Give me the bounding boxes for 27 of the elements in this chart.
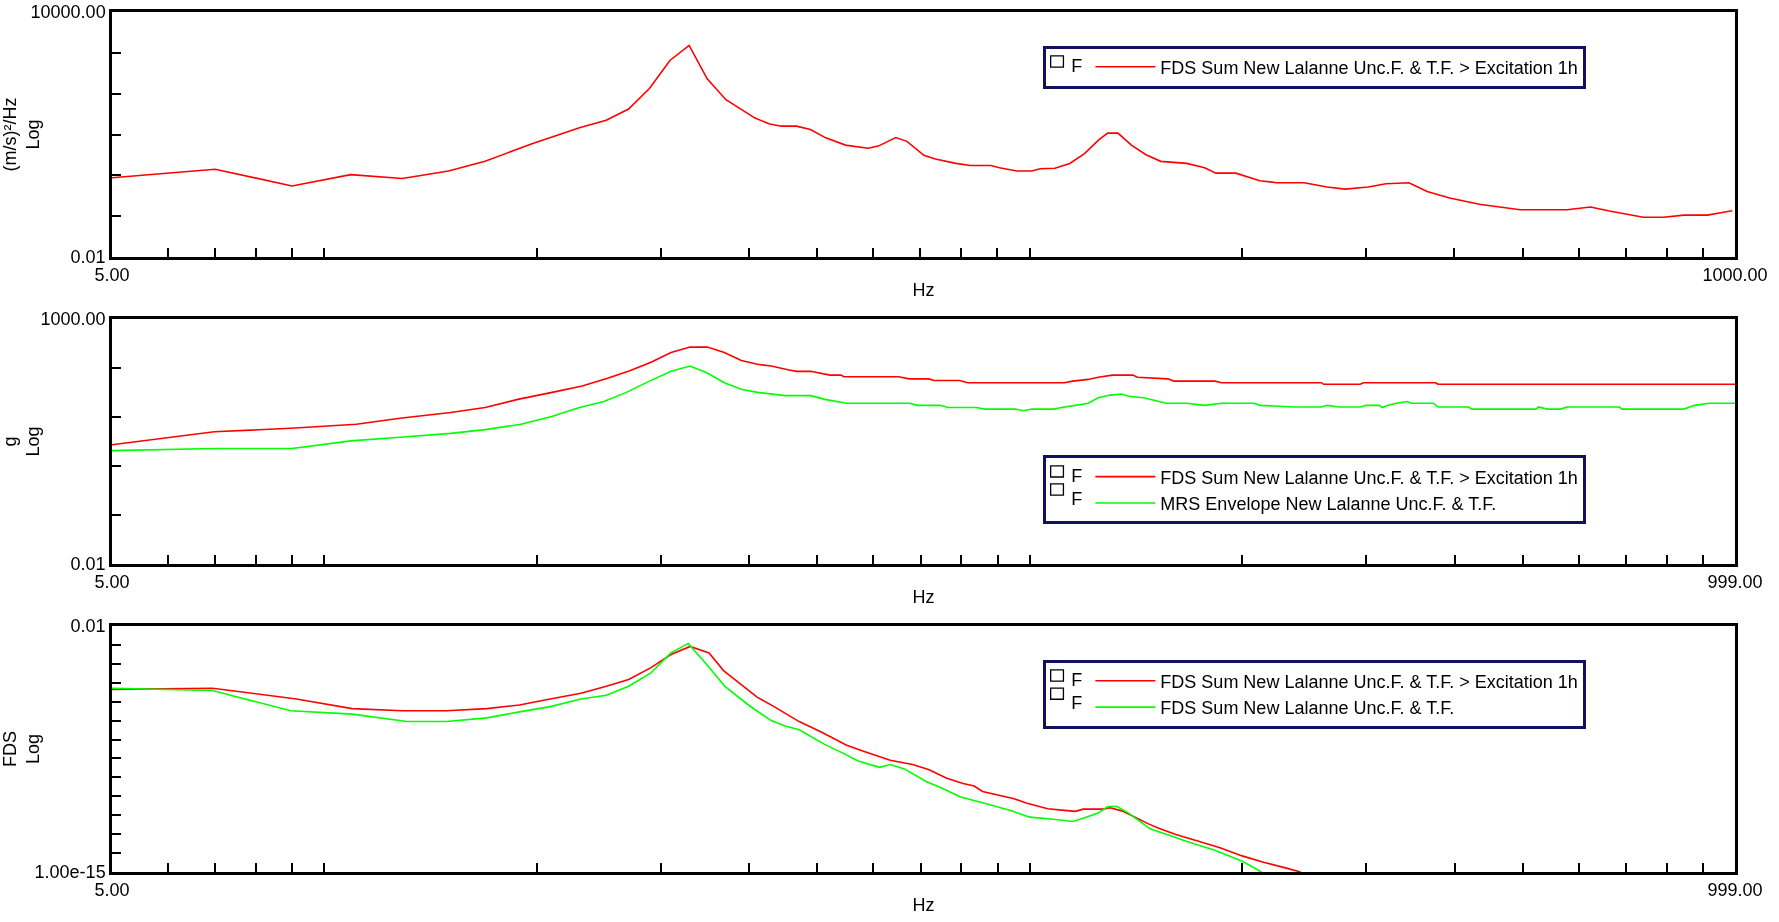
annotation: F bbox=[1048, 55, 1083, 76]
annotation: F bbox=[1048, 465, 1083, 486]
x-tick-label: 999.00 bbox=[1707, 572, 1763, 593]
y-tick-label: 0.01 bbox=[70, 554, 106, 575]
x-tick-label: 5.00 bbox=[94, 572, 130, 593]
annotation: F bbox=[1048, 489, 1083, 510]
x-tick-label: 999.00 bbox=[1707, 880, 1763, 901]
y-tick-label: 0.01 bbox=[70, 616, 106, 637]
legend-label: FDS Sum New Lalanne Unc.F. & T.F. bbox=[1160, 698, 1455, 719]
x-axis-title: Hz bbox=[912, 587, 935, 608]
x-tick-label: 5.00 bbox=[94, 265, 130, 286]
y-axis-title: FDS Log bbox=[0, 731, 44, 767]
annotation: F bbox=[1048, 669, 1083, 690]
legend-label: MRS Envelope New Lalanne Unc.F. & T.F. bbox=[1160, 494, 1497, 515]
x-axis-title: Hz bbox=[912, 895, 935, 916]
annotation: F bbox=[1048, 693, 1083, 714]
x-tick-label: 5.00 bbox=[94, 880, 130, 901]
y-tick-label: 1000.00 bbox=[40, 309, 106, 330]
y-tick-label: 1.00e-15 bbox=[34, 862, 106, 883]
x-axis-title: Hz bbox=[912, 280, 935, 301]
y-axis-title: (m/s)²/Hz Log bbox=[0, 97, 44, 172]
legend-label: FDS Sum New Lalanne Unc.F. & T.F. > Excitation 1h bbox=[1160, 467, 1578, 488]
legend-label: FDS Sum New Lalanne Unc.F. & T.F. > Excitation 1h bbox=[1160, 57, 1578, 78]
y-axis-title: g Log bbox=[0, 426, 44, 457]
y-tick-label: 10000.00 bbox=[30, 2, 106, 23]
y-tick-label: 0.01 bbox=[70, 247, 106, 268]
legend-label: FDS Sum New Lalanne Unc.F. & T.F. > Excitation 1h bbox=[1160, 671, 1578, 692]
